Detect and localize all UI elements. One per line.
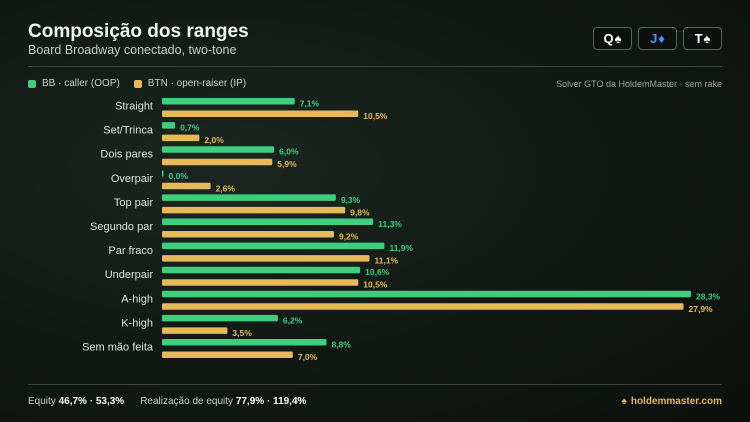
data-label-btn: 2,6%	[216, 183, 236, 193]
realization-stat: Realização de equity 77,9% · 119,4%	[140, 396, 306, 407]
page-title: Composição dos ranges	[28, 21, 249, 42]
source-note: Solver GTO da HoldemMaster · sem rake	[556, 79, 722, 89]
data-label-btn: 11,1%	[374, 256, 398, 266]
bar-btn	[162, 351, 293, 358]
bar-bb	[162, 266, 361, 274]
bar-btn	[162, 231, 334, 238]
board-card-2: J ♦	[638, 27, 677, 50]
spade-icon: ♠	[703, 31, 711, 46]
legend-swatch-bb	[28, 79, 36, 88]
category-label: Straight	[115, 101, 153, 113]
footer-divider	[28, 384, 722, 385]
data-label-btn: 10,5%	[363, 111, 388, 121]
data-label-bb: 8,8%	[331, 340, 351, 350]
realization-values: 77,9% · 119,4%	[235, 396, 307, 407]
card-rank: J	[650, 31, 658, 46]
data-label-btn: 7,0%	[298, 352, 318, 362]
bar-btn	[162, 255, 370, 262]
brand-label: holdemmaster.com	[630, 396, 722, 407]
category-label: Underpair	[105, 269, 154, 281]
data-label-bb: 28,3%	[696, 291, 721, 301]
legend-item-bb: BB · caller (OOP)	[28, 78, 120, 89]
card-rank: T	[694, 31, 703, 46]
diamond-icon: ♦	[658, 31, 665, 46]
category-label: Dois pares	[100, 149, 153, 161]
legend-swatch-btn	[133, 79, 142, 88]
category-label: Segundo par	[90, 221, 153, 233]
category-label: A-high	[121, 293, 153, 305]
chart-legend: BB · caller (OOP) BTN · open-raiser (IP)	[28, 78, 260, 89]
data-label-bb: 0,0%	[169, 171, 189, 181]
data-label-bb: 11,9%	[389, 243, 413, 253]
data-label-bb: 6,2%	[283, 315, 303, 325]
equity-label: Equity	[28, 396, 56, 407]
footer-stats: Equity 46,7% · 53,3% Realização de equit…	[28, 396, 306, 407]
bar-bb	[162, 218, 374, 225]
realization-label: Realização de equity	[140, 396, 234, 407]
bar-btn	[162, 327, 228, 334]
bar-bb	[162, 170, 164, 177]
bar-btn	[162, 158, 273, 166]
data-label-bb: 9,3%	[341, 195, 361, 205]
bar-btn	[162, 303, 684, 310]
spade-icon: ♠	[621, 396, 627, 407]
legend-label-bb: BB · caller (OOP)	[42, 78, 120, 89]
brand-link[interactable]: ♠ holdemmaster.com	[622, 396, 722, 407]
bar-bb	[162, 314, 278, 322]
bar-btn	[162, 110, 359, 117]
category-label: Set/Trinca	[103, 125, 154, 137]
category-label: Overpair	[111, 173, 154, 185]
bar-btn	[162, 279, 359, 286]
board-cards: Q ♠ J ♦ T ♠	[593, 27, 722, 50]
legend-label-btn: BTN · open-raiser (IP)	[147, 78, 247, 89]
data-label-btn: 5,9%	[277, 159, 297, 169]
data-label-btn: 10,5%	[363, 280, 388, 290]
bar-bb	[162, 290, 691, 298]
bar-bb	[162, 122, 176, 129]
bar-bb	[162, 146, 275, 153]
data-label-btn: 9,2%	[339, 232, 359, 242]
data-label-btn: 2,0%	[204, 135, 224, 145]
bar-btn	[162, 134, 200, 142]
category-label: K-high	[121, 317, 153, 329]
bar-btn	[162, 206, 346, 214]
data-label-btn: 9,8%	[350, 207, 370, 217]
card-rank: Q	[603, 31, 614, 46]
category-label: Sem mão feita	[82, 342, 154, 354]
data-label-bb: 10,6%	[365, 267, 390, 277]
page-subtitle: Board Broadway conectado, two-tone	[28, 43, 237, 57]
category-label: Par fraco	[108, 245, 153, 257]
data-label-bb: 11,3%	[378, 219, 402, 229]
data-label-btn: 27,9%	[689, 304, 714, 314]
header-divider	[28, 66, 722, 67]
board-card-3: T ♠	[683, 27, 722, 50]
legend-item-btn: BTN · open-raiser (IP)	[133, 78, 247, 89]
bar-btn	[162, 182, 211, 190]
bar-bb	[162, 194, 336, 201]
spade-icon: ♠	[614, 31, 622, 46]
equity-stat: Equity 46,7% · 53,3%	[28, 396, 124, 407]
category-label: Top pair	[114, 197, 153, 209]
board-card-1: Q ♠	[593, 27, 632, 50]
data-label-btn: 3,5%	[232, 328, 252, 338]
data-label-bb: 7,1%	[300, 99, 320, 109]
data-label-bb: 6,0%	[279, 147, 299, 157]
bar-bb	[162, 242, 385, 250]
data-label-bb: 0,7%	[180, 123, 200, 133]
bar-bb	[162, 339, 327, 346]
bar-bb	[162, 98, 295, 105]
equity-values: 46,7% · 53,3%	[58, 396, 125, 407]
